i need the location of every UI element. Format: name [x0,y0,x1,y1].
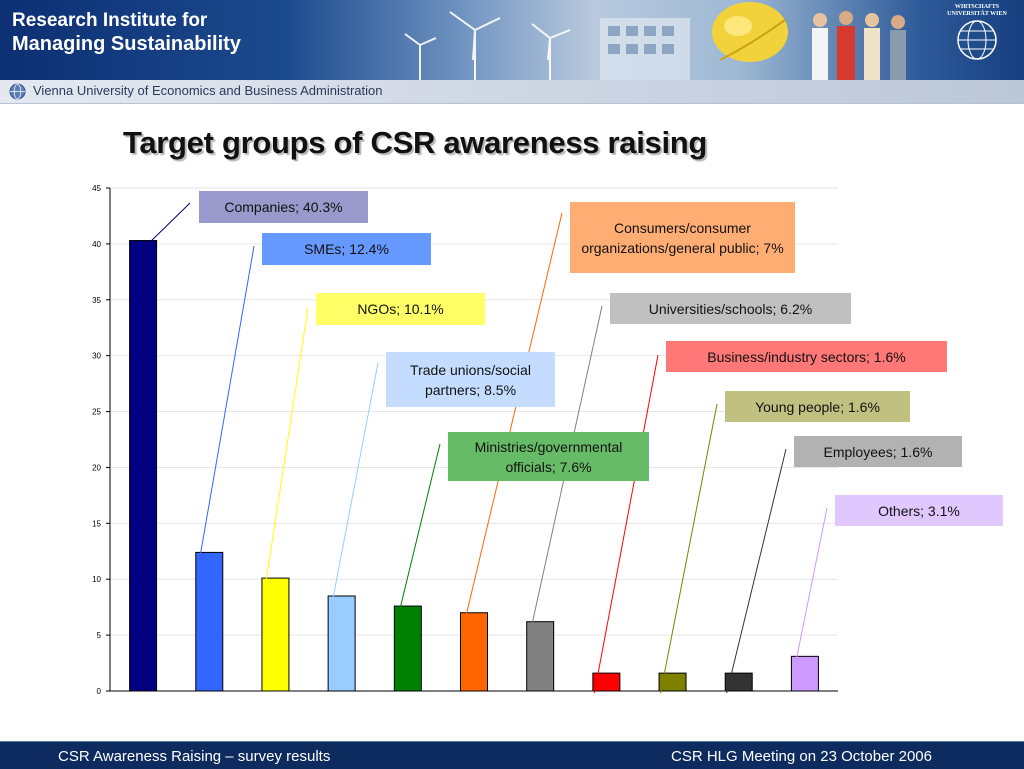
leader-line-6 [461,212,563,633]
leader-line-8 [593,354,659,694]
bar-7 [526,621,555,692]
data-label-3: NGOs; 10.1% [316,293,485,325]
header-photo-collage [404,2,906,80]
bar-2 [195,551,224,692]
seal-globe-icon [957,20,997,60]
globe-icon [9,83,26,100]
data-label-2: SMEs; 12.4% [262,233,431,265]
y-tick-label: 35 [92,296,101,305]
y-tick-label: 0 [97,687,102,696]
data-label-4: Trade unions/social partners; 8.5% [386,352,555,407]
bar-3 [261,577,290,692]
university-name: Vienna University of Economics and Busin… [33,83,383,98]
leader-line-11 [792,507,828,677]
data-label-7: Universities/schools; 6.2% [610,293,851,324]
y-tick-label: 20 [92,463,101,472]
bar-5 [393,605,422,692]
institute-name-line1: Research Institute for [12,10,208,31]
bar-8 [592,672,621,692]
data-label-9: Young people; 1.6% [725,391,910,422]
leader-line-4 [329,362,379,617]
bar-4 [327,595,356,692]
institute-name-line2: Managing Sustainability [12,33,241,55]
bar-6 [460,612,488,692]
bar-1 [129,240,158,692]
bar-9 [658,672,687,692]
footer-bar: CSR Awareness Raising – survey results C… [0,741,1024,769]
data-label-5: Ministries/governmental officials; 7.6% [448,432,649,481]
data-label-10: Employees; 1.6% [794,436,962,467]
slide-title: Target groups of CSR awareness raising [123,125,708,160]
y-tick-label: 5 [97,631,102,640]
leader-line-10 [726,448,787,694]
data-label-8: Business/industry sectors; 1.6% [666,341,947,372]
y-tick-label: 15 [92,519,101,528]
footer-right-text: CSR HLG Meeting on 23 October 2006 [671,748,932,765]
data-label-11: Others; 3.1% [835,495,1003,526]
y-tick-label: 40 [92,240,101,249]
university-seal: WIRTSCHAFTS UNIVERSITÄT WIEN [944,4,1010,76]
y-tick-label: 10 [92,575,101,584]
seal-text: WIRTSCHAFTS UNIVERSITÄT WIEN [947,4,1007,17]
leader-line-1 [130,202,191,261]
y-tick-label: 30 [92,352,101,361]
bar-10 [724,672,753,692]
footer-left-text: CSR Awareness Raising – survey results [58,748,331,765]
leader-line-9 [660,403,718,694]
data-label-1: Companies; 40.3% [199,191,368,223]
y-tick-label: 45 [92,184,101,193]
leader-line-5 [395,443,441,627]
header-banner: Research Institute for Managing Sustaina… [0,0,1024,80]
bar-chart: 0 5 10 15 20 25 30 35 40 45 [92,184,838,696]
data-label-6: Consumers/consumer organizations/general… [570,202,795,273]
y-tick-label: 25 [92,408,101,417]
university-bar: Vienna University of Economics and Busin… [0,80,1024,104]
leader-line-2 [196,245,255,573]
leader-line-3 [262,307,309,599]
